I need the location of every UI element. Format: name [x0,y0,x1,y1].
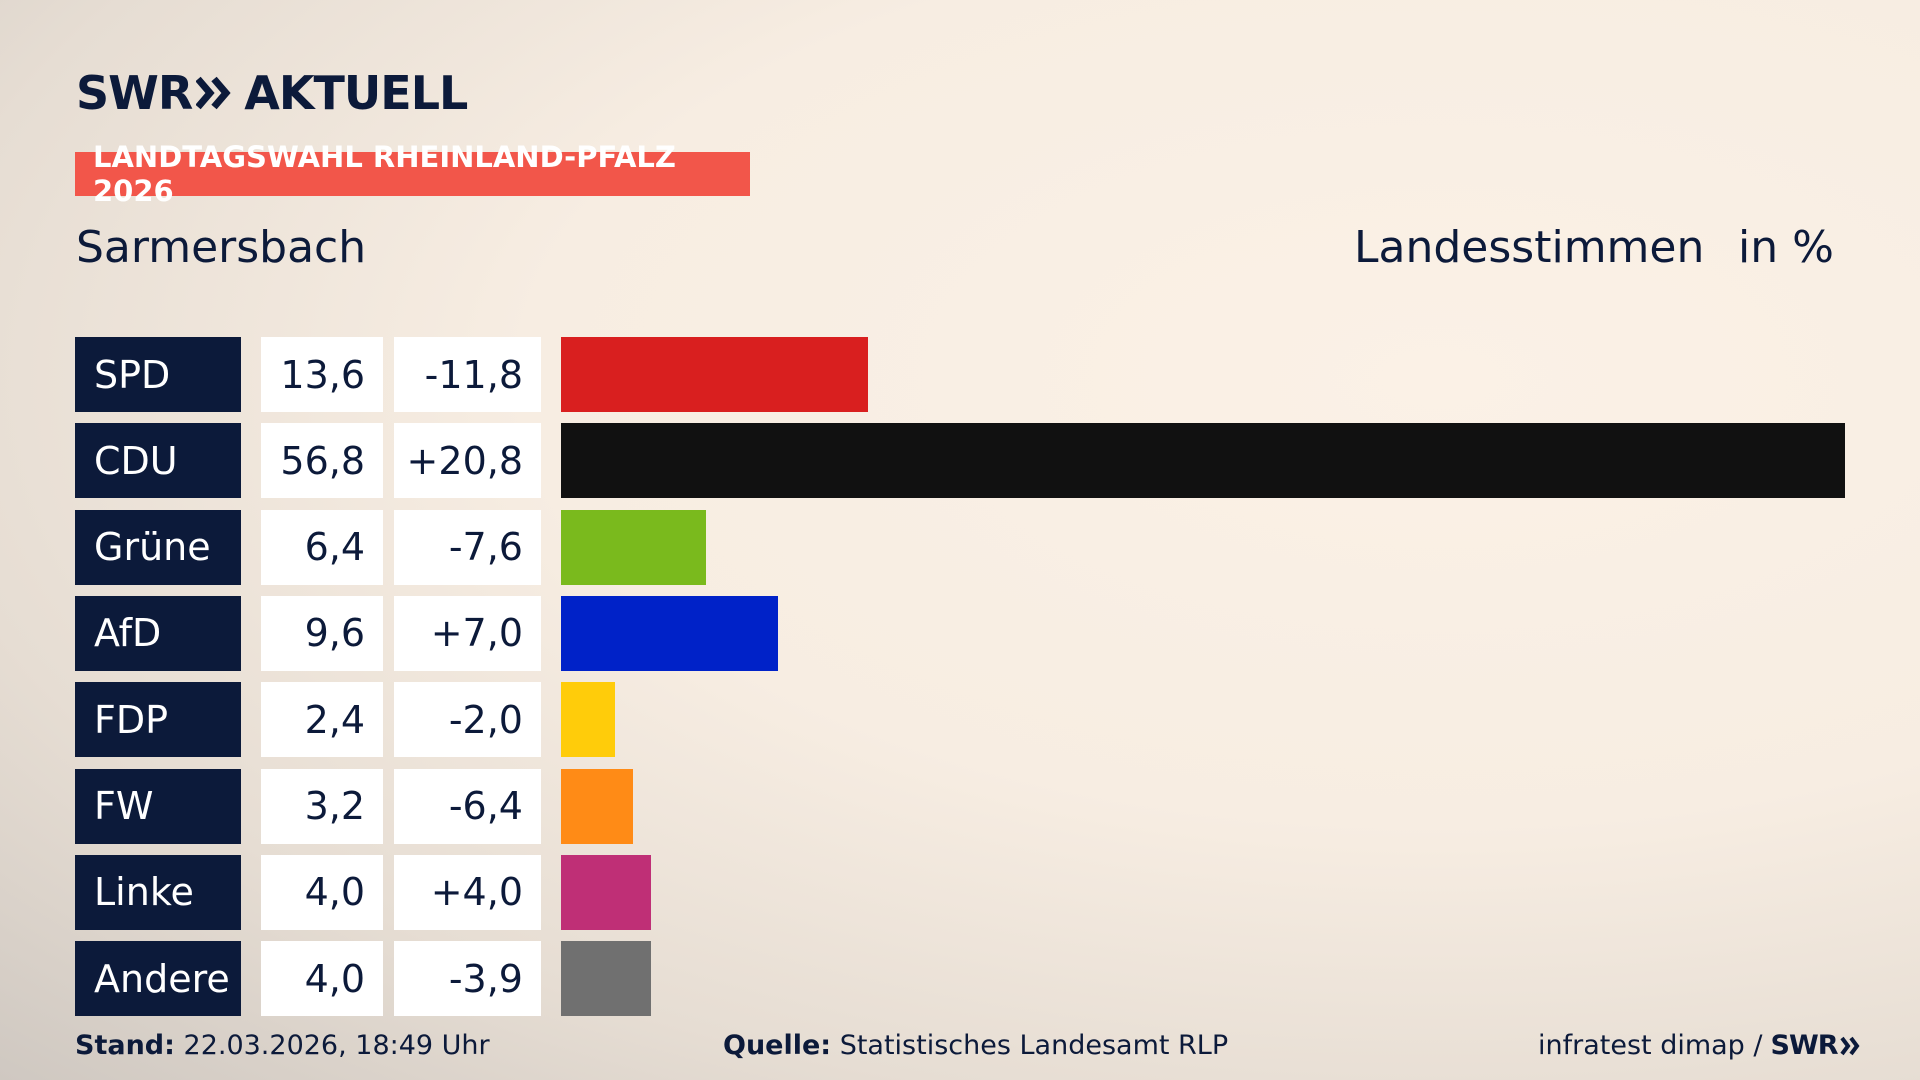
bar [561,509,706,585]
party-label: Linke [75,854,241,930]
bar [561,595,778,671]
stand: Stand: 22.03.2026, 18:49 Uhr [75,1030,490,1061]
bar [561,854,652,930]
value-label: 9,6 [261,595,383,671]
value-label: 4,0 [261,854,383,930]
credit-chevrons [1839,1036,1860,1055]
credit: infratest dimap / SWR [1538,1030,1862,1061]
source-value: Statistisches Landesamt RLP [839,1030,1229,1061]
logo-channel: AKTUELL [244,66,468,120]
party-label: SPD [75,337,241,412]
value-label: 13,6 [261,337,383,412]
bar [561,941,652,1017]
change-label: -11,8 [394,337,541,412]
credit-logo: SWR [1770,1030,1839,1061]
value-label: 2,4 [261,682,383,758]
party-label: CDU [75,423,241,499]
change-label: -7,6 [394,509,541,585]
value-label: 56,8 [261,423,383,499]
party-label: Grüne [75,509,241,585]
tag: LANDTAGSWAHL RHEINLAND-PFALZ 2026 [75,140,750,208]
logo: SWR AKTUELL [76,66,468,120]
stand-value: 22.03.2026, 18:49 Uhr [183,1030,490,1061]
change-label: +20,8 [394,423,541,499]
source: Quelle: Statistisches Landesamt RLP [723,1030,1228,1061]
subtitle: Sarmersbach [76,222,367,273]
stand-label: Stand: [75,1030,175,1061]
logo-chevrons [196,76,231,110]
bar [561,337,869,412]
measure: Landesstimmen [1354,222,1705,273]
bar [561,682,616,758]
bar [561,423,1845,499]
value-label: 4,0 [261,941,383,1017]
change-label: -2,0 [394,682,541,758]
party-label: AfD [75,595,241,671]
party-label: FW [75,768,241,844]
change-label: -6,4 [394,768,541,844]
party-label: FDP [75,682,241,758]
logo-swr: SWR [76,66,193,120]
unit: in % [1738,222,1834,273]
change-label: +7,0 [394,595,541,671]
value-label: 3,2 [261,768,383,844]
party-label: Andere [75,941,241,1017]
source-label: Quelle: [723,1030,832,1061]
value-label: 6,4 [261,509,383,585]
change-label: +4,0 [394,854,541,930]
bar [561,768,634,844]
credit-text: infratest dimap / [1538,1030,1763,1061]
change-label: -3,9 [394,941,541,1017]
